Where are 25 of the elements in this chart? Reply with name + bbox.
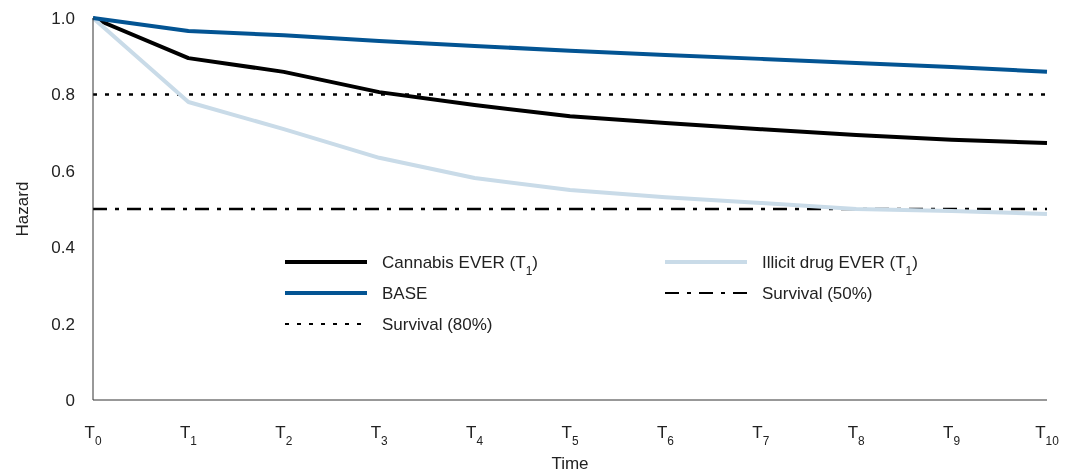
x-tick-label: T$_{9}$: [943, 423, 961, 448]
x-tick-label: T$_{0}$: [84, 423, 102, 448]
legend-label: BASE: [382, 283, 428, 303]
x-tick-label: T$_{1}$: [179, 423, 198, 448]
y-tick-label: 1.0: [51, 8, 75, 28]
y-tick-label: 0.8: [51, 85, 75, 105]
y-tick-label: 0.2: [51, 314, 75, 334]
x-tick-label: T$_{4}$: [466, 423, 484, 448]
x-tick-label: T$_{10}$: [1035, 423, 1060, 448]
y-tick-label: 0.4: [51, 238, 75, 258]
y-tick-label: 0.6: [51, 161, 75, 181]
x-tick-label: T$_{3}$: [370, 423, 389, 448]
x-tick-label: T$_{6}$: [656, 423, 675, 448]
x-tick-label: T$_{5}$: [561, 423, 579, 448]
x-tick-label: T$_{8}$: [847, 423, 866, 448]
line-series: [91, 16, 1049, 74]
y-axis-title: Hazard: [13, 181, 32, 237]
x-tick-label: T$_{2}$: [275, 423, 293, 448]
x-tick-label: T$_{7}$: [752, 423, 770, 448]
legend-label: Survival (50%): [762, 283, 873, 303]
legend-label: Survival (80%): [382, 314, 493, 334]
legend-label: Cannabis EVER (T$_{1}$): [382, 252, 538, 278]
y-tick-label: 0: [65, 390, 75, 410]
x-axis-title: Time: [551, 454, 589, 473]
legend-label: Illicit drug EVER (T$_{1}$): [762, 252, 918, 278]
